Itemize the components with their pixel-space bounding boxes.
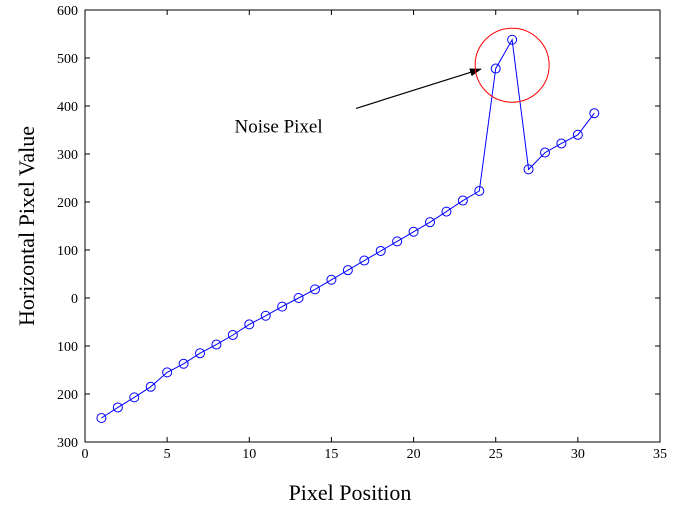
data-point-marker bbox=[408, 226, 419, 237]
x-tick-label: 10 bbox=[242, 447, 256, 462]
data-point-marker bbox=[293, 293, 304, 303]
data-point-marker bbox=[277, 301, 288, 312]
y-tick-label: 200 bbox=[57, 196, 78, 211]
data-point-marker bbox=[540, 147, 550, 158]
annotation-layer: Noise Pixel bbox=[235, 27, 550, 137]
data-point-marker bbox=[359, 255, 370, 266]
data-point-marker bbox=[572, 129, 583, 140]
data-point-marker bbox=[457, 195, 468, 206]
y-tick-label: 0 bbox=[71, 292, 78, 307]
data-point-marker bbox=[145, 381, 156, 392]
data-point-marker bbox=[490, 63, 501, 74]
x-tick-label: 15 bbox=[324, 447, 338, 462]
y-tick-label: 500 bbox=[57, 52, 78, 67]
data-point-marker bbox=[112, 402, 123, 413]
data-point-marker bbox=[326, 274, 337, 285]
data-point-marker bbox=[211, 339, 222, 350]
data-point-marker bbox=[523, 164, 534, 175]
series-line bbox=[101, 38, 595, 419]
data-point-marker bbox=[375, 245, 386, 256]
data-point-marker bbox=[342, 265, 353, 276]
y-tick-label: 600 bbox=[57, 4, 78, 19]
data-point-marker bbox=[392, 236, 403, 247]
data-point-marker bbox=[441, 206, 452, 217]
tick-labels: 0 5 10 15 20 25 30 35 600 500 400 300 200 100 0 100 200 3… bbox=[57, 4, 667, 462]
data-point-marker bbox=[589, 108, 600, 119]
y-tick-label: 300 bbox=[57, 148, 78, 163]
data-point-marker bbox=[260, 310, 271, 321]
x-tick-label: 30 bbox=[571, 447, 585, 462]
data-point-marker bbox=[244, 319, 255, 330]
data-point-marker bbox=[162, 367, 173, 378]
y-axis-title: Horizontal Pixel Value bbox=[14, 126, 39, 326]
annotation-label: Noise Pixel bbox=[235, 116, 323, 137]
x-tick-label: 0 bbox=[82, 447, 89, 462]
y-tick-label: 300 bbox=[57, 436, 78, 451]
noise-highlight-circle bbox=[474, 27, 550, 103]
data-point-marker bbox=[310, 284, 320, 295]
data-point-marker bbox=[425, 217, 435, 228]
y-tick-label: 100 bbox=[57, 244, 78, 259]
data-point-marker bbox=[96, 413, 107, 423]
plot-frame bbox=[84, 9, 661, 443]
data-point-marker bbox=[195, 348, 205, 359]
data-point-marker bbox=[129, 392, 140, 403]
y-tick-label: 200 bbox=[57, 388, 78, 403]
data-point-marker bbox=[556, 138, 567, 149]
series-layer bbox=[96, 34, 600, 423]
annotation-arrow bbox=[355, 68, 482, 109]
x-tick-label: 35 bbox=[653, 447, 667, 462]
x-axis-title: Pixel Position bbox=[289, 480, 412, 505]
x-tick-label: 5 bbox=[164, 447, 171, 462]
data-point-marker bbox=[178, 358, 189, 369]
data-point-marker bbox=[507, 34, 518, 45]
plot-background bbox=[85, 10, 660, 442]
x-tick-label: 25 bbox=[489, 447, 503, 462]
data-point-marker bbox=[474, 185, 485, 196]
y-tick-label: 400 bbox=[57, 100, 78, 115]
x-tick-label: 20 bbox=[407, 447, 421, 462]
data-point-marker bbox=[227, 329, 238, 340]
y-tick-label: 100 bbox=[57, 340, 78, 355]
